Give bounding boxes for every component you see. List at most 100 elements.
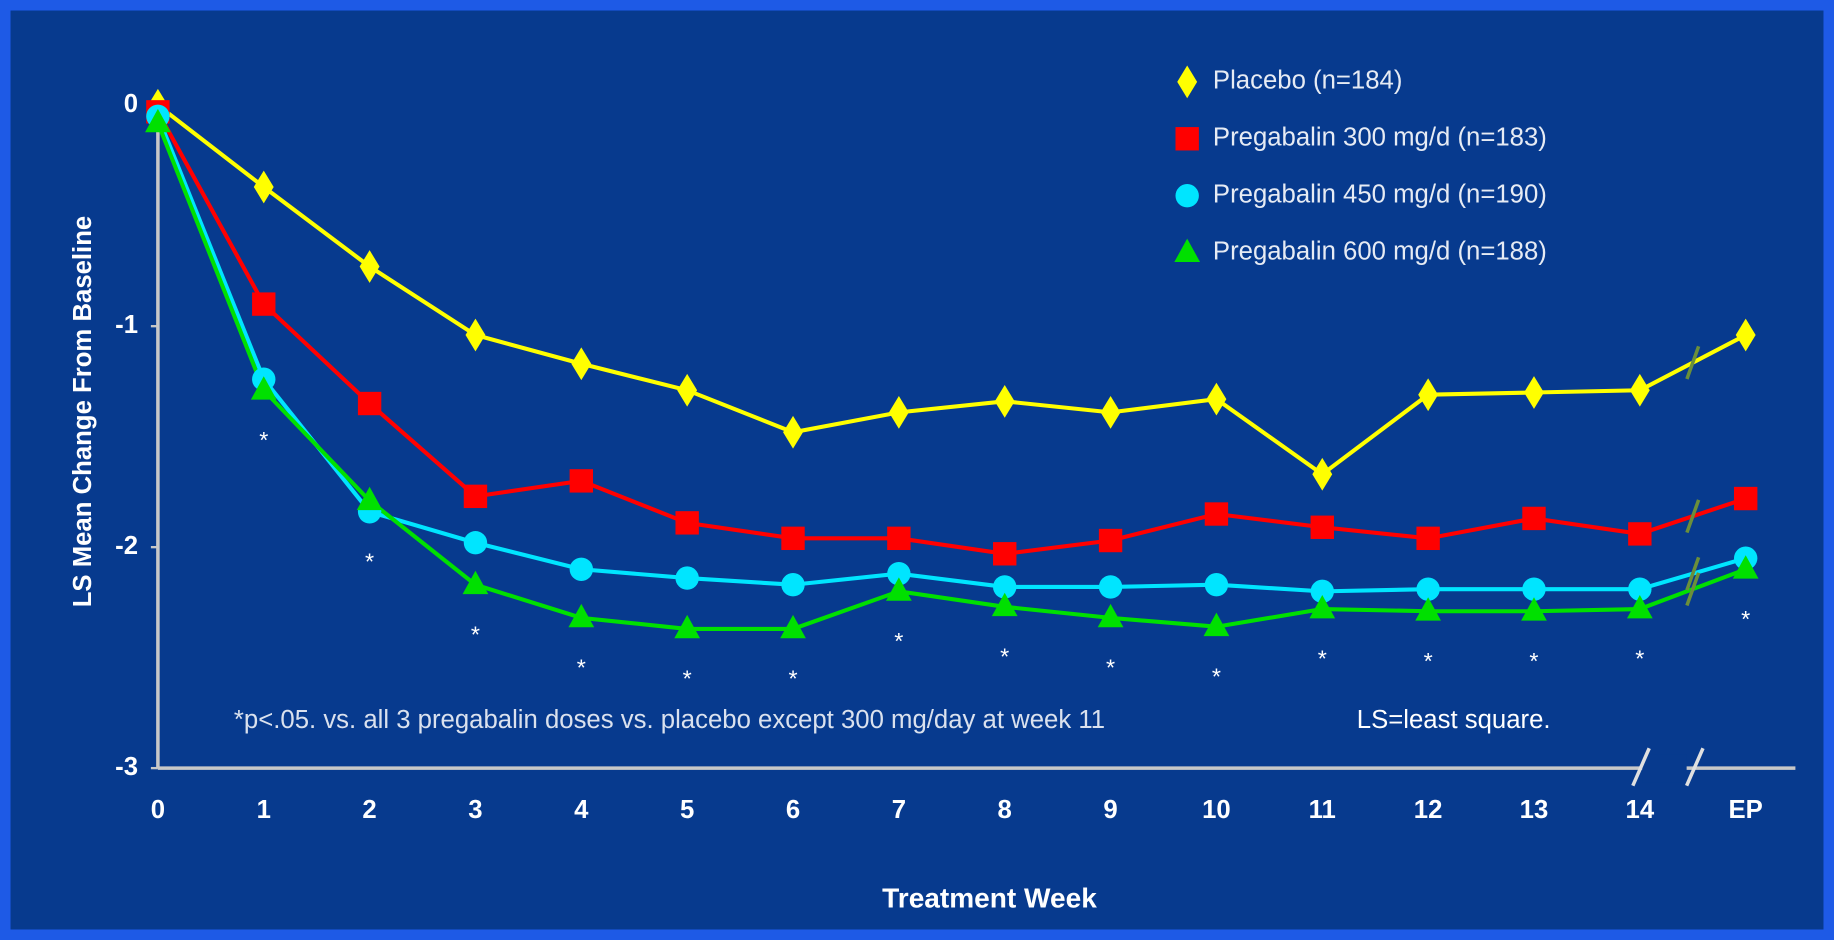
x-tick-label: 7 bbox=[892, 796, 906, 824]
x-tick-label: 13 bbox=[1520, 796, 1549, 824]
marker bbox=[1522, 506, 1546, 531]
marker bbox=[1175, 184, 1199, 208]
marker bbox=[674, 614, 701, 639]
significance-marker: * bbox=[1741, 606, 1750, 632]
series-line bbox=[155, 122, 1747, 631]
legend-label: Pregabalin 300 mg/d (n=183) bbox=[1213, 124, 1547, 152]
marker bbox=[1204, 573, 1229, 597]
axis-break bbox=[1631, 747, 1651, 787]
significance-marker: * bbox=[1424, 648, 1433, 674]
series-line bbox=[156, 110, 1747, 556]
line-break bbox=[1685, 556, 1701, 591]
marker bbox=[1521, 597, 1547, 621]
significance-marker: * bbox=[1529, 648, 1538, 674]
marker bbox=[1418, 378, 1439, 412]
marker bbox=[571, 347, 592, 381]
marker bbox=[462, 570, 489, 595]
marker bbox=[1097, 603, 1124, 628]
marker bbox=[1629, 373, 1650, 407]
significance-marker: * bbox=[1212, 663, 1221, 689]
abbreviation: LS=least square. bbox=[1357, 706, 1551, 734]
marker bbox=[1310, 579, 1334, 604]
marker bbox=[1098, 528, 1123, 553]
significance-marker: * bbox=[894, 628, 903, 654]
x-tick-label: 10 bbox=[1202, 796, 1231, 824]
marker bbox=[250, 376, 277, 400]
marker bbox=[886, 577, 912, 601]
marker bbox=[1204, 502, 1229, 526]
marker bbox=[1626, 595, 1653, 619]
legend-label: Pregabalin 450 mg/d (n=190) bbox=[1213, 181, 1547, 209]
marker bbox=[465, 318, 486, 352]
marker bbox=[1628, 522, 1652, 546]
marker bbox=[1524, 376, 1544, 409]
marker bbox=[781, 573, 805, 597]
axis-break bbox=[1685, 747, 1705, 787]
x-axis-label: Treatment Week bbox=[882, 883, 1097, 914]
x-tick-label: 2 bbox=[362, 796, 376, 824]
x-tick-label: 1 bbox=[257, 796, 271, 824]
marker bbox=[675, 511, 699, 535]
marker bbox=[1312, 457, 1333, 491]
marker bbox=[1522, 577, 1546, 601]
significance-marker: * bbox=[1318, 646, 1327, 672]
x-tick-label: 12 bbox=[1414, 796, 1443, 824]
marker bbox=[356, 486, 383, 511]
x-tick-label: 8 bbox=[998, 796, 1012, 824]
marker bbox=[1415, 597, 1441, 621]
y-tick-label: -3 bbox=[115, 753, 138, 781]
marker bbox=[887, 526, 911, 551]
marker bbox=[887, 561, 911, 586]
line-break bbox=[1685, 499, 1701, 534]
marker bbox=[1416, 526, 1440, 551]
marker bbox=[993, 575, 1017, 599]
x-tick-label: 0 bbox=[151, 796, 165, 824]
marker bbox=[1732, 555, 1759, 579]
marker bbox=[1310, 515, 1334, 539]
marker bbox=[1177, 65, 1198, 99]
marker bbox=[677, 373, 698, 407]
marker bbox=[993, 542, 1017, 566]
marker bbox=[1416, 577, 1440, 601]
marker bbox=[994, 384, 1015, 418]
background bbox=[10, 10, 1824, 930]
footnote: *p<.05. vs. all 3 pregabalin doses vs. p… bbox=[234, 706, 1105, 734]
significance-marker: * bbox=[577, 654, 586, 680]
marker bbox=[783, 415, 803, 449]
legend-label: Pregabalin 600 mg/d (n=188) bbox=[1213, 237, 1547, 265]
x-tick-label: 5 bbox=[680, 796, 694, 824]
marker bbox=[569, 557, 594, 581]
marker bbox=[253, 170, 274, 204]
series-line bbox=[156, 115, 1747, 594]
marker bbox=[991, 592, 1018, 617]
x-tick-label: 9 bbox=[1103, 796, 1117, 824]
marker bbox=[1203, 612, 1230, 637]
series-line bbox=[156, 103, 1747, 477]
axis-break-gap bbox=[1642, 754, 1687, 783]
x-tick-label: 11 bbox=[1309, 796, 1336, 824]
significance-marker: * bbox=[365, 548, 374, 574]
marker bbox=[1206, 382, 1227, 416]
significance-marker: * bbox=[1635, 646, 1644, 672]
marker bbox=[1309, 595, 1336, 619]
x-tick-label: 14 bbox=[1626, 796, 1655, 824]
x-tick-label: 6 bbox=[786, 796, 800, 824]
significance-marker: * bbox=[1106, 654, 1115, 680]
legend-label: Placebo (n=184) bbox=[1213, 67, 1402, 95]
y-tick-label: -1 bbox=[115, 311, 138, 339]
marker bbox=[780, 614, 806, 639]
marker bbox=[463, 531, 488, 555]
marker bbox=[888, 396, 909, 429]
line-break bbox=[1685, 572, 1701, 607]
marker bbox=[1628, 577, 1652, 601]
marker bbox=[675, 566, 699, 590]
marker bbox=[1174, 238, 1201, 263]
marker bbox=[252, 292, 276, 316]
significance-marker: * bbox=[1000, 643, 1009, 669]
x-tick-label: EP bbox=[1729, 796, 1763, 824]
significance-marker: * bbox=[788, 666, 797, 692]
marker bbox=[357, 391, 382, 416]
marker bbox=[1733, 486, 1758, 511]
x-tick-label: 4 bbox=[574, 796, 589, 824]
